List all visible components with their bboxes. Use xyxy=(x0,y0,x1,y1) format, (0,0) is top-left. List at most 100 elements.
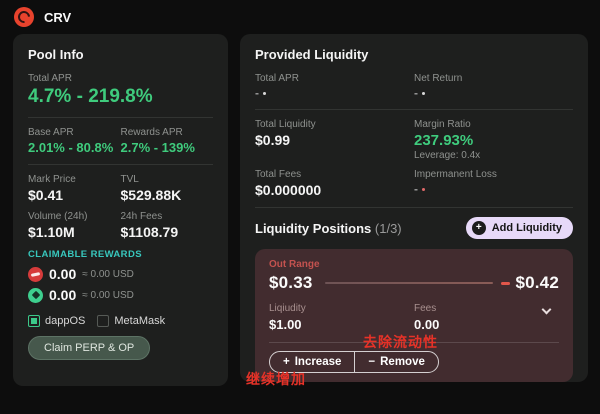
rewards-apr-label: Rewards APR xyxy=(120,127,183,138)
position-fees-stat: Fees 0.00 xyxy=(414,303,543,332)
mark-price-value: $0.41 xyxy=(28,187,64,203)
minus-icon: − xyxy=(368,356,376,368)
volume-stat: Volume (24h) $1.10M xyxy=(28,211,121,240)
claim-rewards-button[interactable]: Claim PERP & OP xyxy=(28,336,151,360)
price-range-row: $0.33 $0.42 xyxy=(269,273,559,293)
range-min-price: $0.33 xyxy=(269,273,313,292)
liquidity-positions-header: Liquidity Positions (1/3) + Add Liquidit… xyxy=(255,217,573,239)
plus-icon: + xyxy=(283,356,290,368)
position-liquidity-value: $1.00 xyxy=(269,317,302,332)
total-fees-label: Total Fees xyxy=(255,169,302,180)
tvl-label: TVL xyxy=(120,174,139,185)
divider xyxy=(269,342,559,343)
total-fees-stat: Total Fees $0.000000 xyxy=(255,169,414,198)
total-apr-value: 4.7% - 219.8% xyxy=(28,86,153,107)
base-apr-label: Base APR xyxy=(28,127,74,138)
rewards-apr-value: 2.7% - 139% xyxy=(120,140,195,155)
net-return-stat: Net Return - xyxy=(414,73,573,100)
add-liquidity-label: Add Liquidity xyxy=(491,222,562,234)
annotation-keep-adding: 继续增加 xyxy=(246,371,306,387)
provided-liquidity-title: Provided Liquidity xyxy=(255,47,369,62)
volume-label: Volume (24h) xyxy=(28,211,88,222)
op-reward-usd: ≈ 0.00 USD xyxy=(82,268,134,280)
divider xyxy=(28,164,213,165)
remove-button[interactable]: − Remove xyxy=(354,352,437,372)
tvl-value: $529.88K xyxy=(120,187,182,203)
margin-ratio-value: 237.93% xyxy=(414,132,474,149)
mark-price-label: Mark Price xyxy=(28,174,76,185)
crv-token-icon xyxy=(14,7,34,27)
chevron-down-icon[interactable] xyxy=(541,304,552,315)
total-liquidity-value: $0.99 xyxy=(255,132,291,148)
increase-button[interactable]: + Increase xyxy=(270,352,354,372)
positions-count: (1/3) xyxy=(374,220,402,236)
position-actions: + Increase − Remove xyxy=(269,351,439,373)
perp-reward-usd: ≈ 0.00 USD xyxy=(82,289,134,301)
total-apr-label: Total APR xyxy=(28,73,72,84)
total-liquidity-stat: Total Liquidity $0.99 xyxy=(255,119,414,161)
wallet-selector: dappOS MetaMask xyxy=(28,315,213,327)
app-header: CRV xyxy=(14,7,71,27)
margin-ratio-label: Margin Ratio xyxy=(414,119,471,130)
rewards-apr-stat: Rewards APR 2.7% - 139% xyxy=(121,127,214,155)
dappos-checkbox[interactable] xyxy=(28,315,40,327)
add-liquidity-button[interactable]: + Add Liquidity xyxy=(465,217,573,239)
impermanent-loss-label: Impermanent Loss xyxy=(414,169,497,180)
position-status-badge: Out Range xyxy=(269,259,320,270)
tvl-stat: TVL $529.88K xyxy=(121,174,214,203)
base-apr-stat: Base APR 2.01% - 80.8% xyxy=(28,127,121,155)
provided-total-apr-label: Total APR xyxy=(255,73,299,84)
fees-24h-label: 24h Fees xyxy=(120,211,163,222)
crv-logo-swirl xyxy=(15,8,33,26)
reward-row-perp: 0.00 ≈ 0.00 USD xyxy=(28,287,213,303)
placeholder-dot xyxy=(422,187,425,191)
placeholder-dot xyxy=(422,91,425,95)
metamask-label: MetaMask xyxy=(114,315,166,327)
claimable-rewards-label: CLAIMABLE REWARDS xyxy=(28,249,142,260)
plus-icon: + xyxy=(471,221,486,235)
token-name: CRV xyxy=(44,9,72,25)
total-liquidity-label: Total Liquidity xyxy=(255,119,316,130)
impermanent-loss-value: - xyxy=(414,182,418,196)
pool-info-title: Pool Info xyxy=(28,47,84,62)
net-return-value: - xyxy=(414,86,418,100)
wallet-option-dappos[interactable]: dappOS xyxy=(28,315,85,327)
dappos-label: dappOS xyxy=(45,315,86,327)
perp-reward-amount: 0.00 xyxy=(49,287,77,303)
dappos-checkbox-fill xyxy=(30,317,37,324)
reward-row-op: 0.00 ≈ 0.00 USD xyxy=(28,266,213,282)
position-fees-value: 0.00 xyxy=(414,317,440,332)
fees-24h-value: $1108.79 xyxy=(120,224,179,240)
positions-title-text: Liquidity Positions xyxy=(255,220,372,236)
provided-liquidity-panel: Provided Liquidity Total APR - Net Retur… xyxy=(240,34,588,382)
margin-ratio-stat: Margin Ratio 237.93% Leverage: 0.4x xyxy=(414,119,573,161)
op-token-icon xyxy=(28,266,43,282)
annotation-remove-liquidity: 去除流动性 xyxy=(363,334,438,350)
provided-total-apr-value: - xyxy=(255,86,259,100)
liquidity-position-card: Out Range $0.33 $0.42 Liqiudity $1.00 Fe… xyxy=(255,249,573,382)
provided-total-apr-stat: Total APR - xyxy=(255,73,414,100)
range-max-price: $0.42 xyxy=(515,273,559,292)
position-fees-label: Fees xyxy=(414,303,437,314)
price-range-slider-track[interactable] xyxy=(324,282,494,284)
op-glyph xyxy=(30,271,41,277)
increase-label: Increase xyxy=(294,356,342,368)
divider xyxy=(28,117,213,118)
impermanent-loss-stat: Impermanent Loss - xyxy=(414,169,573,198)
position-liquidity-label: Liqiudity xyxy=(269,303,306,314)
divider xyxy=(255,207,573,208)
divider xyxy=(255,109,573,110)
liquidity-positions-title: Liquidity Positions (1/3) xyxy=(255,221,402,236)
mark-price-stat: Mark Price $0.41 xyxy=(28,174,121,203)
net-return-label: Net Return xyxy=(414,73,463,84)
op-reward-amount: 0.00 xyxy=(49,266,77,282)
leverage-text: Leverage: 0.4x xyxy=(414,150,481,161)
wallet-option-metamask[interactable]: MetaMask xyxy=(97,315,165,327)
position-liquidity-stat: Liqiudity $1.00 xyxy=(269,303,414,332)
perp-token-icon xyxy=(28,287,43,303)
current-price-marker xyxy=(501,281,511,285)
base-apr-value: 2.01% - 80.8% xyxy=(28,140,114,155)
volume-value: $1.10M xyxy=(28,224,75,240)
pool-info-panel: Pool Info Total APR 4.7% - 219.8% Base A… xyxy=(13,34,228,386)
metamask-checkbox[interactable] xyxy=(97,315,110,327)
